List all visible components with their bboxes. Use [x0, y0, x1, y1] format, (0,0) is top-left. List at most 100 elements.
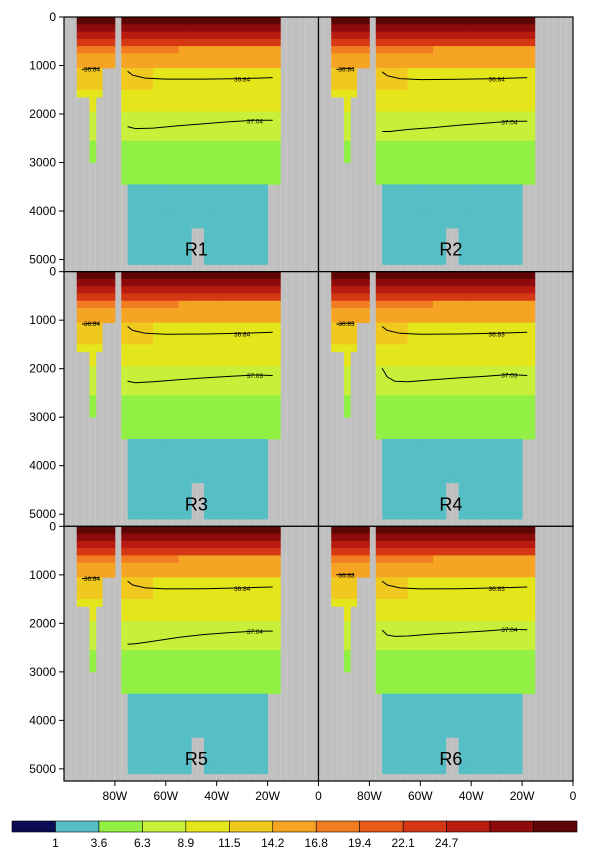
data-cell — [261, 184, 268, 193]
data-cell — [464, 242, 472, 251]
data-cell — [197, 97, 205, 105]
data-cell — [382, 126, 389, 134]
data-cell — [503, 126, 510, 134]
data-cell — [382, 162, 389, 171]
data-cell — [133, 373, 141, 382]
data-cell — [515, 147, 523, 156]
data-cell — [191, 620, 199, 629]
data-cell — [95, 548, 103, 556]
data-cell — [471, 453, 478, 462]
data-cell — [133, 133, 141, 142]
data-cell — [375, 591, 383, 600]
data-cell — [433, 213, 440, 222]
data-cell — [483, 133, 491, 142]
data-cell — [254, 446, 262, 454]
data-cell — [121, 686, 129, 695]
data-cell — [153, 278, 160, 287]
data-cell — [515, 278, 523, 287]
data-cell — [191, 147, 199, 156]
data-cell — [261, 118, 268, 127]
data-cell — [197, 635, 205, 644]
data-cell — [452, 366, 459, 374]
data-cell — [210, 446, 218, 454]
data-cell — [121, 577, 129, 585]
data-cell — [184, 373, 192, 382]
data-cell — [242, 686, 249, 695]
data-cell — [229, 293, 237, 302]
data-cell — [197, 679, 205, 687]
data-cell — [343, 642, 351, 651]
data-cell — [146, 744, 154, 753]
data-cell — [267, 162, 275, 171]
data-cell — [146, 475, 154, 484]
data-cell — [203, 24, 211, 32]
data-cell — [509, 497, 517, 505]
data-cell — [248, 533, 256, 542]
data-cell — [242, 533, 249, 542]
data-cell — [420, 271, 428, 280]
data-cell — [382, 373, 389, 382]
data-cell — [133, 213, 141, 222]
data-cell — [153, 744, 160, 753]
data-cell — [210, 759, 218, 767]
data-cell — [146, 293, 154, 302]
data-cell — [127, 162, 135, 171]
data-cell — [273, 351, 281, 360]
data-cell — [452, 271, 459, 280]
data-cell — [254, 708, 262, 716]
data-cell — [477, 373, 485, 382]
data-cell — [83, 577, 90, 585]
data-cell — [496, 468, 504, 476]
data-cell — [420, 242, 428, 251]
data-cell — [267, 300, 275, 309]
data-cell — [153, 242, 160, 251]
data-cell — [254, 722, 262, 731]
data-cell — [197, 715, 205, 724]
data-cell — [191, 526, 199, 535]
data-cell — [254, 671, 262, 680]
data-cell — [210, 395, 218, 404]
data-cell — [216, 693, 224, 702]
data-cell — [458, 271, 466, 280]
data-cell — [223, 191, 230, 200]
data-cell — [254, 693, 262, 702]
data-cell — [127, 686, 135, 695]
data-cell — [413, 424, 421, 433]
data-cell — [394, 424, 402, 433]
data-cell — [146, 730, 154, 738]
data-cell — [121, 111, 129, 120]
data-cell — [140, 744, 148, 753]
data-cell — [433, 162, 440, 171]
data-cell — [210, 228, 218, 236]
data-cell — [254, 395, 262, 404]
data-cell — [471, 315, 478, 323]
data-cell — [426, 453, 434, 462]
data-cell — [509, 126, 517, 134]
data-cell — [121, 409, 129, 418]
data-cell — [445, 315, 453, 323]
data-cell — [528, 344, 536, 353]
data-cell — [356, 308, 364, 316]
data-cell — [407, 228, 415, 236]
data-cell — [172, 620, 179, 629]
data-cell — [121, 140, 129, 149]
data-cell — [146, 31, 154, 40]
data-cell — [210, 635, 218, 644]
data-cell — [439, 380, 447, 389]
data-cell — [248, 453, 256, 462]
data-cell — [216, 300, 224, 309]
data-cell — [197, 657, 205, 665]
data-cell — [210, 722, 218, 731]
data-cell — [407, 497, 415, 505]
data-cell — [522, 271, 529, 280]
data-cell — [242, 657, 249, 665]
data-cell — [458, 278, 466, 287]
data-cell — [248, 439, 256, 447]
data-cell — [242, 111, 249, 120]
data-cell — [235, 351, 243, 360]
data-cell — [337, 286, 345, 294]
data-cell — [407, 82, 415, 91]
data-cell — [146, 104, 154, 112]
data-cell — [356, 540, 364, 549]
data-cell — [165, 82, 173, 91]
